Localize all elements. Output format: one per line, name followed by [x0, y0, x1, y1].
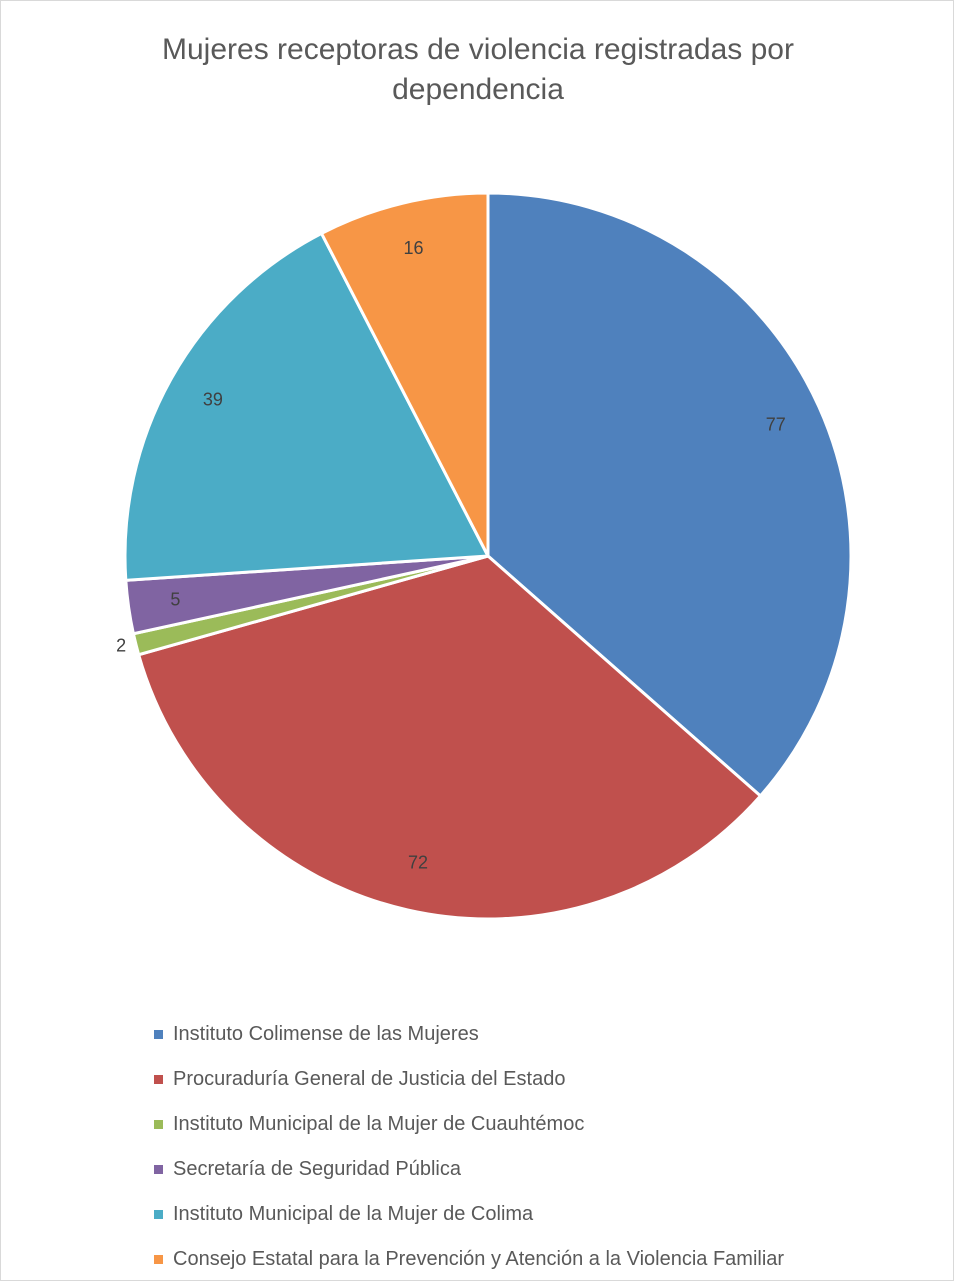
legend-label-0: Instituto Colimense de las Mujeres: [173, 1023, 479, 1045]
legend-item-5: Consejo Estatal para la Prevención y Ate…: [154, 1237, 784, 1282]
data-label-3: 5: [170, 589, 180, 609]
data-label-1: 72: [408, 853, 428, 873]
chart-legend: Instituto Colimense de las Mujeres Procur…: [154, 1012, 784, 1282]
legend-label-2: Instituto Municipal de la Mujer de Cuauh…: [173, 1113, 585, 1135]
legend-item-3: Secretaría de Seguridad Pública: [154, 1147, 784, 1192]
pie-chart: 77 72 2 5 39 16: [116, 191, 853, 921]
legend-swatch-3: [154, 1165, 163, 1174]
data-label-2: 2: [116, 635, 126, 655]
legend-item-1: Procuraduría General de Justicia del Est…: [154, 1057, 784, 1102]
legend-swatch-0: [154, 1030, 163, 1039]
legend-label-5: Consejo Estatal para la Prevención y Ate…: [173, 1248, 785, 1270]
chart-title: Mujeres receptoras de violencia registra…: [0, 30, 956, 110]
legend-label-3: Secretaría de Seguridad Pública: [173, 1158, 461, 1180]
data-label-0: 77: [766, 415, 786, 435]
pie-slice-0: [486, 191, 853, 799]
legend-item-0: Instituto Colimense de las Mujeres: [154, 1012, 784, 1057]
pie-slice-5: [319, 191, 490, 557]
legend-swatch-2: [154, 1120, 163, 1129]
data-label-4: 39: [203, 390, 223, 410]
data-label-5: 16: [403, 238, 423, 258]
legend-item-4: Instituto Municipal de la Mujer de Colim…: [154, 1192, 784, 1237]
legend-label-4: Instituto Municipal de la Mujer de Colim…: [173, 1203, 534, 1225]
legend-item-2: Instituto Municipal de la Mujer de Cuauh…: [154, 1102, 784, 1147]
pie-slice-1: [136, 554, 763, 921]
legend-swatch-5: [154, 1255, 163, 1264]
chart-title-line-2: dependencia: [392, 73, 564, 106]
pie-slice-4: [123, 231, 491, 582]
legend-label-1: Procuraduría General de Justicia del Est…: [173, 1068, 566, 1090]
chart-title-line-1: Mujeres receptoras de violencia registra…: [162, 33, 794, 66]
legend-swatch-1: [154, 1075, 163, 1084]
legend-swatch-4: [154, 1210, 163, 1219]
